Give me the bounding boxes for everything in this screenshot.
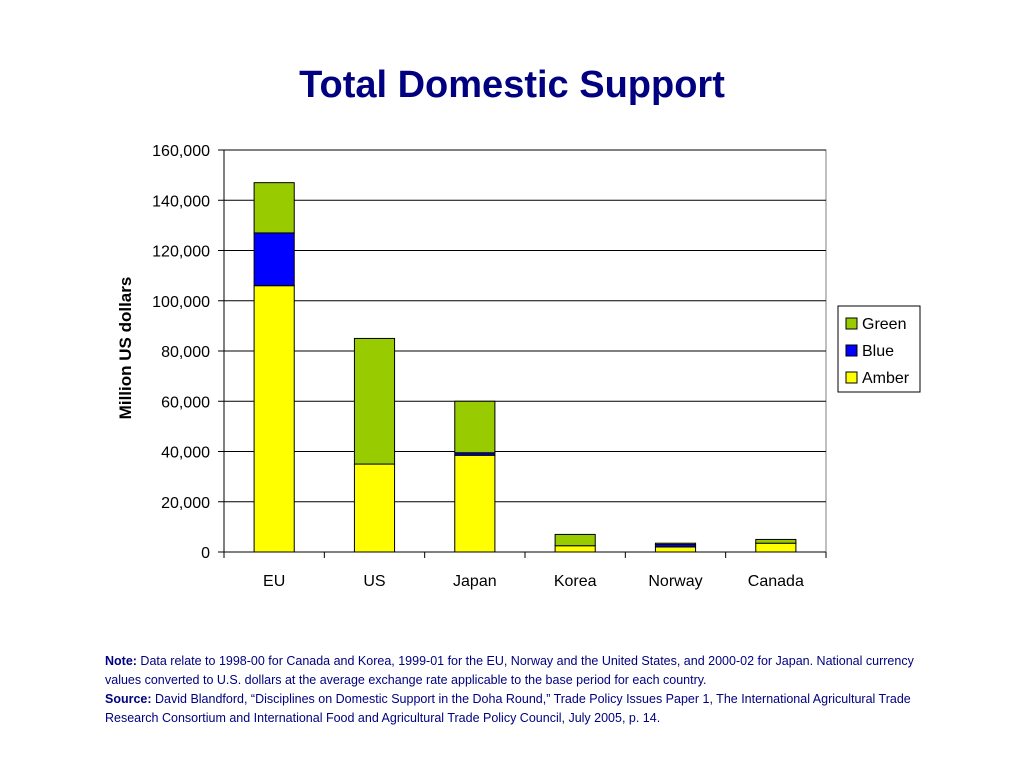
axes bbox=[218, 149, 827, 558]
slide-title: Total Domestic Support bbox=[299, 64, 725, 106]
legend-swatch-blue bbox=[845, 344, 858, 357]
note-text: Data relate to 1998-00 for Canada and Ko… bbox=[105, 654, 914, 687]
bar-segment-korea-amber bbox=[554, 545, 596, 553]
x-tick-label: EU bbox=[263, 573, 285, 590]
bar-segment-us-green bbox=[353, 337, 396, 465]
bar-segment-japan-amber bbox=[454, 454, 496, 553]
source-text: David Blandford, “Disciplines on Domesti… bbox=[105, 692, 911, 725]
bar-segment-eu-amber bbox=[253, 285, 295, 553]
bar-segment-japan-green bbox=[454, 400, 496, 454]
x-tick-label: Japan bbox=[453, 573, 497, 590]
x-tick-label: Korea bbox=[554, 573, 597, 590]
y-tick-label: 120,000 bbox=[152, 244, 210, 261]
stacked-bar-chart: 0 20,000 40,000 60,000 80,000 100,000 120,000 1… bbox=[116, 143, 921, 590]
legend-label-blue: Blue bbox=[862, 343, 894, 360]
y-tick-label: 40,000 bbox=[161, 445, 210, 462]
legend-swatch-green bbox=[845, 317, 858, 330]
y-tick-label: 140,000 bbox=[152, 193, 210, 210]
source-label: Source: bbox=[105, 692, 156, 706]
axis-labels: 0 20,000 40,000 60,000 80,000 100,000 120,000 1… bbox=[152, 143, 804, 590]
x-tick-label: Canada bbox=[748, 573, 804, 590]
bar-segment-canada-amber bbox=[755, 542, 797, 553]
y-tick-label: 160,000 bbox=[152, 143, 210, 160]
footnote: Note: Data relate to 1998-00 for Canada … bbox=[105, 652, 925, 728]
legend: Green Blue Amber bbox=[837, 305, 921, 393]
y-tick-label: 60,000 bbox=[161, 394, 210, 411]
y-tick-label: 0 bbox=[201, 545, 210, 562]
bar-segment-us-amber bbox=[353, 463, 396, 553]
y-tick-label: 20,000 bbox=[161, 495, 210, 512]
y-tick-label: 100,000 bbox=[152, 294, 210, 311]
bar-segment-norway-green bbox=[654, 542, 697, 545]
bar-segment-canada-green bbox=[755, 538, 797, 544]
y-axis-title: Million US dollars bbox=[116, 277, 135, 420]
bar-segment-eu-green bbox=[253, 182, 295, 234]
bars bbox=[253, 182, 797, 553]
bar-segment-eu-blue bbox=[253, 232, 295, 287]
legend-label-amber: Amber bbox=[862, 370, 910, 387]
gridlines bbox=[223, 149, 827, 553]
note-label: Note: bbox=[105, 654, 141, 668]
y-tick-label: 80,000 bbox=[161, 344, 210, 361]
bar-segment-korea-green bbox=[554, 533, 596, 547]
legend-swatch-amber bbox=[845, 371, 858, 384]
legend-label-green: Green bbox=[862, 316, 906, 333]
x-tick-label: US bbox=[363, 573, 385, 590]
bar-segment-norway-amber bbox=[654, 546, 697, 553]
x-tick-label: Norway bbox=[648, 573, 702, 590]
